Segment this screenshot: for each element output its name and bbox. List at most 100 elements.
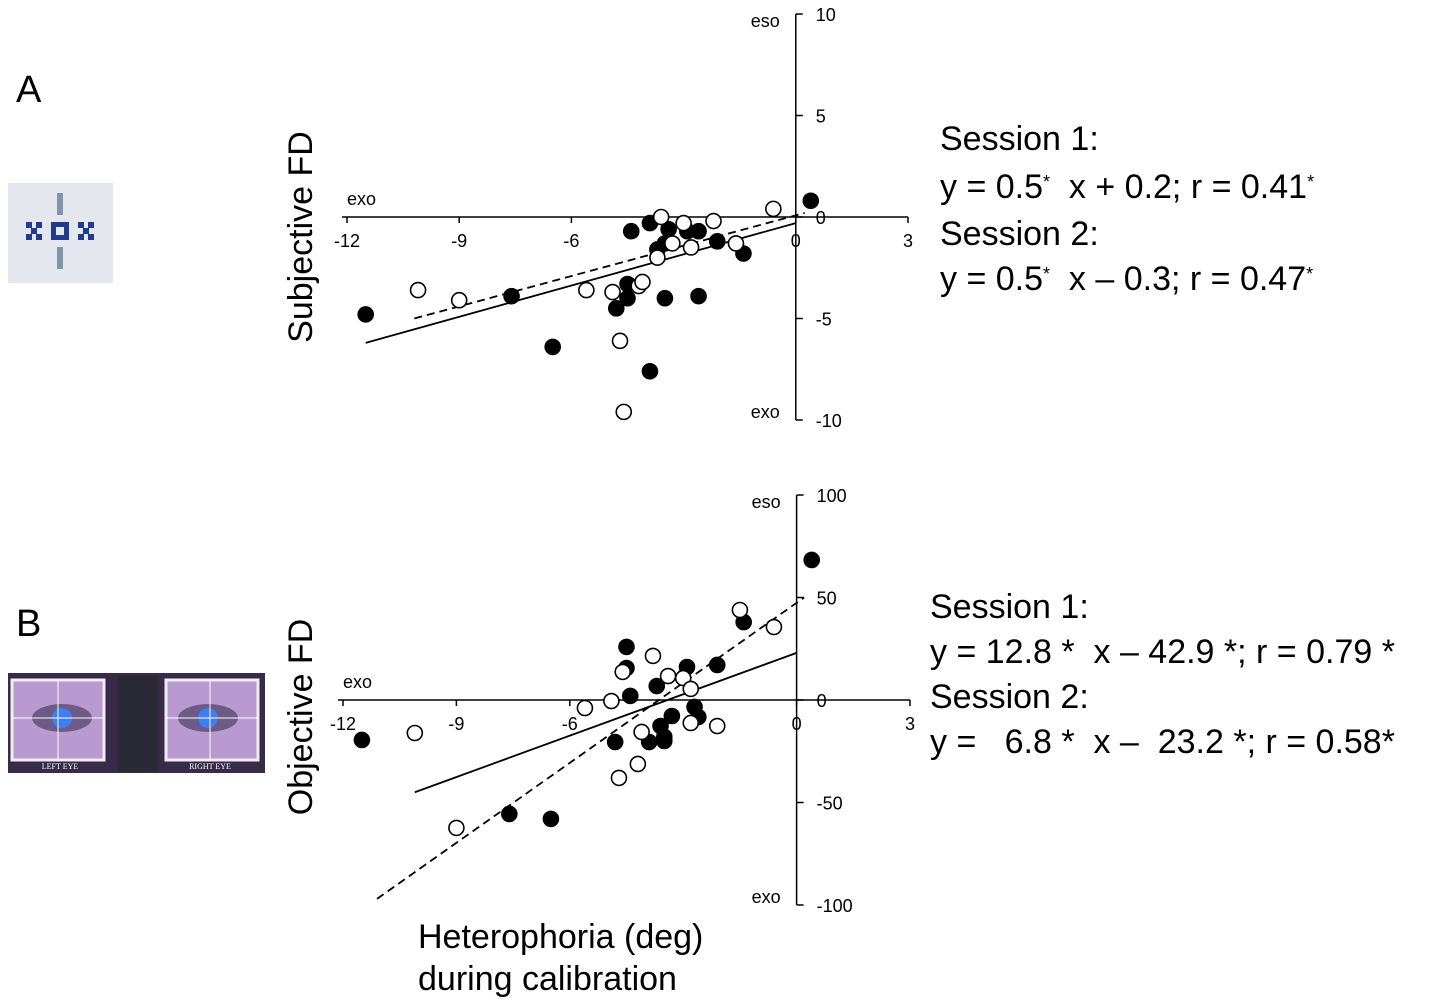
filled-point	[503, 287, 520, 305]
y-axis-label: Objective FD	[282, 619, 320, 816]
x-negative-label: exo	[347, 189, 376, 209]
x-tick-label: -9	[451, 231, 467, 251]
x-tick-label: 3	[905, 714, 915, 734]
open-point	[576, 699, 594, 717]
filled-point	[621, 687, 639, 705]
open-point	[450, 291, 468, 309]
open-point	[682, 239, 700, 256]
filled-point	[606, 733, 624, 751]
open-point	[731, 601, 749, 619]
image-label: RIGHT EYE	[189, 762, 231, 771]
y-tick-label: 100	[817, 486, 847, 506]
x-tick-label: -12	[334, 231, 360, 251]
x-tick-label: 0	[792, 714, 802, 734]
equation-part: y = 0.5	[940, 260, 1043, 298]
filled-point	[690, 222, 707, 240]
y-tick-label: 0	[816, 208, 826, 228]
filled-point	[663, 707, 681, 725]
filled-point	[641, 362, 659, 380]
x-tick-label: 3	[903, 231, 913, 251]
equation-part: y = 12.8 * x – 42.9 *; r = 0.79 *	[930, 633, 1395, 671]
open-point	[578, 281, 595, 299]
x-tick-label: -6	[562, 714, 578, 734]
equation-part: *	[1043, 172, 1050, 192]
equation-part: y = 6.8 * x – 23.2 *; r = 0.58*	[930, 723, 1395, 761]
y-axis-label: Subjective FD	[282, 131, 320, 343]
equation: Session 2:	[940, 215, 1099, 253]
equation-part: x – 0.3; r = 0.47	[1050, 260, 1306, 298]
equation: Session 1:	[930, 588, 1089, 626]
equation: y = 0.5* x – 0.3; r = 0.47*	[940, 260, 1313, 298]
regression-line	[376, 596, 805, 900]
filled-point	[708, 656, 726, 674]
equation-part: Session 1:	[940, 120, 1099, 158]
equation-part: Session 2:	[940, 215, 1099, 253]
filled-point	[607, 300, 625, 317]
equation: y = 0.5* x + 0.2; r = 0.41*	[940, 168, 1314, 206]
filled-point	[690, 287, 707, 305]
regression-line	[414, 652, 797, 794]
open-point	[659, 667, 677, 685]
equation-part: *	[1306, 264, 1313, 284]
y-tick-label: -50	[817, 794, 843, 814]
equation-part: y = 0.5	[940, 168, 1043, 206]
filled-point	[708, 233, 726, 250]
filled-point	[656, 289, 674, 307]
open-point	[409, 281, 427, 299]
fixation-icon	[8, 183, 113, 283]
x-axis-label: Heterophoria (deg)	[418, 918, 703, 956]
open-point	[652, 208, 670, 226]
open-point	[634, 273, 651, 291]
filled-point	[542, 810, 560, 828]
eye-tracker-image: LEFT EYE RIGHT EYE	[8, 673, 265, 773]
image-label: LEFT EYE	[42, 762, 79, 771]
filled-point	[803, 551, 821, 569]
equation-part: Session 2:	[930, 678, 1089, 716]
open-point	[614, 663, 632, 681]
filled-point	[501, 805, 518, 823]
equation: y = 6.8 * x – 23.2 *; r = 0.58*	[930, 723, 1395, 761]
filled-point	[544, 338, 562, 356]
equation: Session 2:	[930, 678, 1089, 716]
equation: Session 1:	[940, 120, 1099, 158]
open-point	[611, 332, 629, 350]
open-point	[765, 618, 783, 636]
filled-point	[619, 289, 636, 307]
open-point	[406, 724, 424, 742]
open-point	[675, 214, 692, 232]
open-point	[629, 755, 647, 773]
open-point	[682, 680, 700, 698]
open-point	[615, 403, 633, 421]
open-point	[765, 200, 782, 218]
filled-point	[618, 638, 635, 656]
open-point	[644, 647, 662, 665]
filled-point	[357, 306, 375, 323]
filled-point	[622, 222, 640, 240]
x-tick-label: -12	[330, 714, 356, 734]
open-point	[633, 723, 650, 741]
filled-point	[353, 731, 371, 749]
open-point	[610, 769, 628, 787]
open-point	[604, 283, 621, 301]
equation-part: *	[1307, 172, 1314, 192]
filled-point	[655, 732, 673, 750]
open-point	[448, 819, 465, 837]
equation-part: Session 1:	[930, 588, 1089, 626]
y-tick-label: -5	[816, 310, 832, 330]
y-positive-label: eso	[752, 492, 781, 512]
x-tick-label: 0	[791, 231, 801, 251]
y-negative-label: exo	[752, 887, 781, 907]
x-tick-label: -9	[448, 714, 464, 734]
open-point	[664, 235, 681, 252]
open-point	[649, 249, 666, 266]
y-positive-label: eso	[751, 11, 780, 31]
open-point	[727, 235, 745, 252]
y-tick-label: 5	[816, 107, 826, 127]
open-point	[708, 717, 726, 735]
y-tick-label: -100	[817, 896, 853, 916]
open-point	[603, 692, 620, 710]
y-tick-label: 0	[817, 691, 827, 711]
y-negative-label: exo	[751, 402, 780, 422]
x-negative-label: exo	[343, 672, 372, 692]
